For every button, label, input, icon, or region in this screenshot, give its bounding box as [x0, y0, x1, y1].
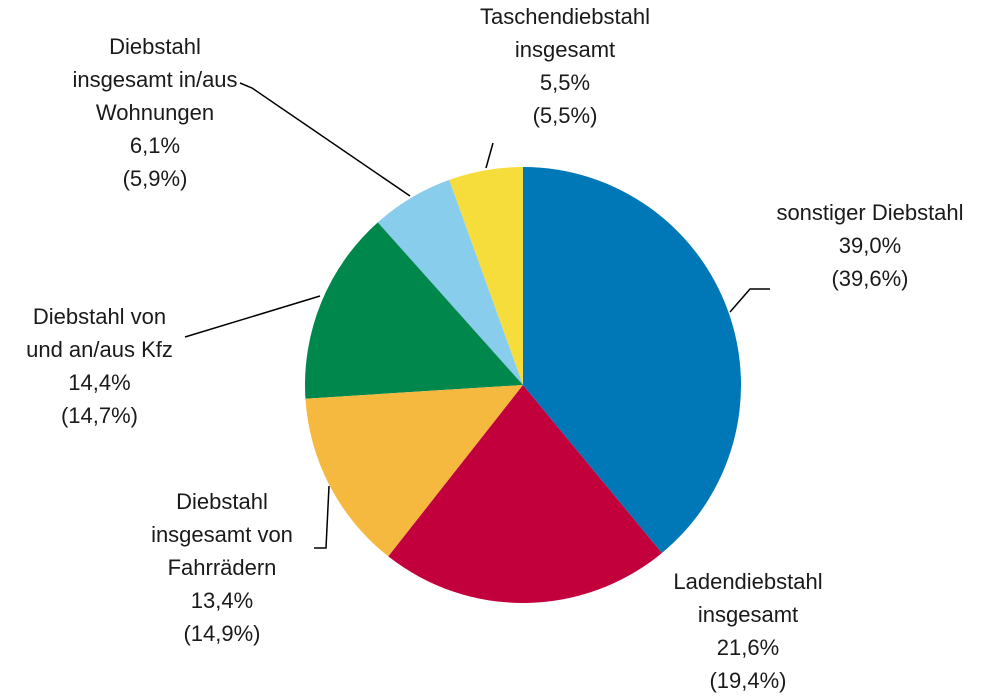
value-label: 5,5%	[539, 70, 591, 95]
value-label: 13,4%	[190, 588, 254, 613]
comparison-label: (39,6%)	[831, 266, 909, 291]
comparison-label: (5,5%)	[532, 103, 598, 128]
category: Diebstahl insgesamt in/aus Wohnungen	[72, 34, 238, 125]
comparison-label: (5,9%)	[122, 166, 188, 191]
pie-slice	[305, 385, 523, 557]
comparison-label: (14,9%)	[183, 621, 261, 646]
slice-label: Diebstahl von und an/aus Kfz 14,4% (14,7%)	[12, 300, 187, 432]
leader-line	[239, 82, 411, 197]
comparison-label: (19,4%)	[709, 668, 787, 693]
value-label: 14,4%	[68, 370, 131, 395]
comparison-label: (14,7%)	[60, 403, 139, 428]
value-label: 6,1%	[129, 133, 181, 158]
slice-label: Diebstahl insgesamt in/aus Wohnungen 6,1%…	[65, 30, 245, 195]
category: Diebstahl von und an/aus Kfz	[26, 304, 173, 362]
value-label: 21,6%	[716, 635, 780, 660]
pie-slice	[449, 167, 523, 385]
pie-slice	[377, 179, 523, 385]
slice-label: Taschendiebstahl insgesamt 5,5% (5,5%)	[470, 0, 660, 132]
leader-line	[184, 295, 321, 338]
pie-slice	[388, 385, 662, 603]
leader-line	[729, 288, 770, 313]
category: Ladendiebstahl insgesamt	[673, 569, 823, 627]
value-label: 39,0%	[838, 233, 902, 258]
pie-slice	[305, 222, 523, 399]
category: Diebstahl insgesamt von Fahrrädern	[151, 489, 293, 580]
pie-slice	[523, 167, 741, 553]
slice-label: Diebstahl insgesamt von Fahrrädern 13,4% (…	[142, 485, 302, 650]
slice-label: Ladendiebstahl insgesamt 21,6% (19,4%)	[663, 565, 833, 697]
leader-line	[314, 485, 330, 549]
category: Taschendiebstahl insgesamt	[479, 4, 650, 62]
slice-label: sonstiger Diebstahl 39,0% (39,6%)	[750, 196, 989, 295]
category: sonstiger Diebstahl	[776, 200, 964, 225]
leader-line	[485, 142, 494, 169]
